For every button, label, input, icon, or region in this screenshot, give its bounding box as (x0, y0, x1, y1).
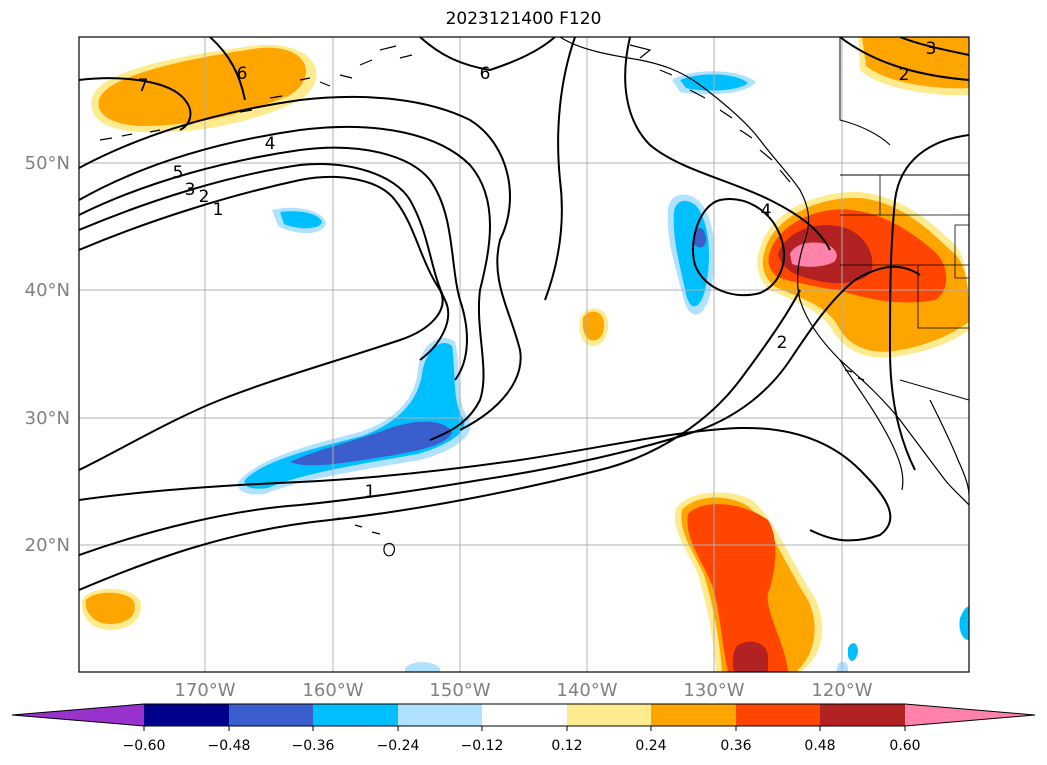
colorbar-tick-label: 0.48 (804, 738, 835, 754)
contour-1-south (79, 426, 892, 542)
anomaly-positive-plume-deep (732, 641, 768, 672)
coastline-channel-islands (844, 369, 865, 381)
colorbar-tick-label: 0.12 (551, 738, 582, 754)
anomaly-negative-streak-deep (290, 421, 452, 466)
colorbar-segment (482, 704, 567, 726)
anomaly-negative-small-core (280, 211, 322, 229)
graticule (79, 37, 969, 672)
map-area: 7 6 6 5 4 4 3 3 2 2 2 1 1 (79, 37, 969, 672)
longitude-label: 150°W (429, 680, 490, 701)
anomaly-negative-offshore-core (673, 200, 710, 307)
map-title: 2023121400 F120 (445, 9, 602, 29)
colorbar-tick-label: −0.48 (208, 738, 251, 754)
latitude-label: 30°N (25, 408, 70, 429)
anomaly-positive-nw-core (98, 47, 306, 127)
contour-label: 2 (199, 187, 210, 207)
contour-lines (79, 37, 969, 591)
contour-label: 2 (899, 65, 910, 85)
contour-6-central (544, 37, 576, 301)
coastline-mexico-mainland (929, 399, 969, 496)
colorbar-tick-label: −0.24 (377, 738, 420, 754)
anomaly-negative-streak-core (244, 342, 465, 489)
contour-label: 7 (138, 76, 149, 96)
contour-ridge-east (624, 37, 831, 251)
contour-3-east (899, 37, 969, 56)
contour-4-closed (691, 198, 785, 297)
anomaly-negative-coastal-small (848, 643, 858, 661)
latitude-label: 40°N (25, 280, 70, 301)
colorbar-segment (229, 704, 313, 726)
contour-label: 4 (265, 134, 276, 154)
contour-5 (79, 95, 522, 431)
coastline-bc-islands (629, 44, 791, 183)
longitude-axis-labels: 170°W 160°W 150°W 140°W 130°W 120°W (174, 680, 872, 701)
colorbar-segment (736, 704, 820, 726)
contour-6-west (209, 37, 246, 101)
map-frame (78, 36, 970, 673)
anomaly-fill-layer (81, 37, 969, 672)
longitude-label: 140°W (556, 680, 617, 701)
contour-label: 1 (213, 200, 224, 220)
contour-3 (79, 146, 468, 381)
contour-label: 5 (173, 163, 184, 183)
colorbar-tick-label: −0.12 (461, 738, 504, 754)
latitude-label: 20°N (25, 535, 70, 556)
longitude-label: 170°W (174, 680, 235, 701)
coastline-aleutians (99, 45, 413, 141)
contour-ridge-inland (888, 134, 969, 471)
colorbar-segment (144, 704, 229, 726)
contour-label: 3 (926, 39, 937, 59)
anomaly-negative-offshore-deep (694, 227, 706, 248)
contour-label: 6 (237, 64, 248, 84)
contour-2-south (79, 265, 921, 556)
contour-2-east (839, 37, 969, 81)
contour-label: 6 (480, 64, 491, 84)
contour-4-north (79, 125, 491, 441)
longitude-label: 130°W (683, 680, 744, 701)
coastline-baja (839, 359, 904, 491)
colorbar-tick-label: 0.36 (720, 738, 751, 754)
colorbar-segment (567, 704, 651, 726)
border-us-mexico (899, 379, 969, 401)
colorbar-segment (820, 704, 905, 726)
contour-label-layer: 7 6 6 5 4 4 3 3 2 2 2 1 1 (138, 39, 937, 502)
colorbar-tick-label: −0.36 (292, 738, 335, 754)
coastlines (99, 37, 969, 557)
colorbar-tick-label: 0.60 (889, 738, 920, 754)
coastline-hawaii (329, 517, 396, 557)
anomaly-negative-bottom (405, 662, 440, 672)
coastline-alaska-panhandle (559, 37, 969, 506)
longitude-label: 120°W (811, 680, 872, 701)
colorbar-tick-label: −0.60 (123, 738, 166, 754)
colorbar-tick-label: 0.24 (635, 738, 666, 754)
latitude-axis-labels: 50°N 40°N 30°N 20°N (25, 153, 70, 556)
contour-label: 2 (777, 333, 788, 353)
contour-label: 1 (365, 482, 376, 502)
contour-label: 4 (761, 201, 772, 221)
colorbar-extend-low (12, 704, 144, 726)
colorbar-extend-high (905, 704, 1035, 726)
colorbar: −0.60 −0.48 −0.36 −0.24 −0.12 0.12 0.24 … (11, 703, 1036, 754)
colorbar-segment (398, 704, 482, 726)
colorbar-segment (313, 704, 398, 726)
contour-2-mid (79, 289, 801, 591)
contour-1 (79, 175, 444, 471)
border-alaska-canada (839, 37, 891, 146)
contour-6-east (419, 37, 556, 72)
colorbar-segment (651, 704, 736, 726)
contour-2-west (79, 163, 450, 361)
anomaly-positive-sw-core (85, 592, 135, 624)
anomaly-positive-plume-strong (687, 504, 788, 672)
latitude-label: 50°N (25, 153, 70, 174)
anomaly-negative-right-edge (959, 606, 969, 640)
contour-7 (79, 77, 192, 131)
colorbar-ticks (143, 726, 906, 731)
longitude-label: 160°W (302, 680, 363, 701)
border-us-states (840, 175, 969, 329)
anomaly-positive-small-core (582, 311, 605, 341)
contour-label: 3 (185, 180, 196, 200)
